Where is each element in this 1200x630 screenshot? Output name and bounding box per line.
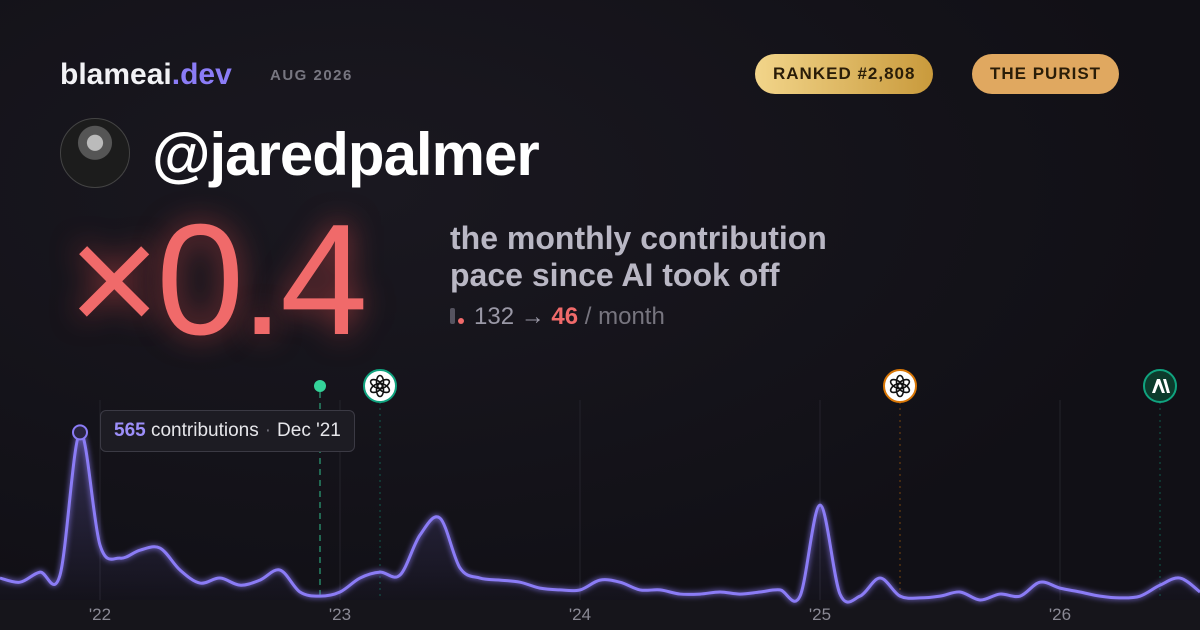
x-axis-band (0, 600, 1200, 630)
icon-bg (883, 369, 917, 403)
tooltip: 565 contributions · Dec '21 (100, 410, 355, 452)
multiplier: ×0.4 (68, 192, 368, 368)
line (0, 430, 1200, 604)
event-icon (363, 369, 397, 403)
icon-glyph (889, 378, 904, 390)
brand-name: blameai (60, 58, 172, 91)
brand-tld: .dev (171, 58, 232, 91)
tooltip-unit: contributions (150, 420, 259, 441)
icon-glyph (1152, 379, 1170, 393)
tooltip-date: Dec '21 (277, 420, 341, 441)
after: 46 (551, 303, 579, 330)
x-tick-label: '26 (1049, 605, 1071, 624)
arrow: → (520, 303, 545, 330)
brand: blameai.dev (60, 58, 232, 92)
x-tick-label: '25 (809, 605, 831, 624)
tooltip-value: 565 (114, 420, 146, 441)
tooltip-sep: · (264, 420, 272, 441)
rank-badge: RANKED #2,808 (755, 54, 934, 94)
username: @jaredpalmer (152, 121, 540, 188)
bar-icon (450, 308, 455, 324)
event-icon (1143, 369, 1177, 403)
x-tick-label: '22 (89, 605, 111, 624)
x-tick-label: '24 (569, 605, 591, 624)
caption: pace since AI took off (450, 257, 780, 293)
persona-badge: THE PURIST (972, 54, 1120, 94)
unit: / month (584, 303, 665, 330)
pace: 132 → 46 / month (450, 303, 665, 331)
avatar (60, 118, 130, 188)
event-dot (314, 380, 326, 392)
date: AUG 2026 (270, 67, 353, 84)
highlight-point (72, 424, 88, 441)
dot-icon (458, 318, 464, 324)
x-tick-label: '23 (329, 605, 351, 624)
event-icon (883, 369, 917, 403)
area (0, 432, 1200, 603)
before: 132 (474, 303, 515, 330)
caption: the monthly contribution (450, 220, 827, 256)
icon-bg (363, 369, 397, 403)
icon-glyph (369, 378, 384, 390)
